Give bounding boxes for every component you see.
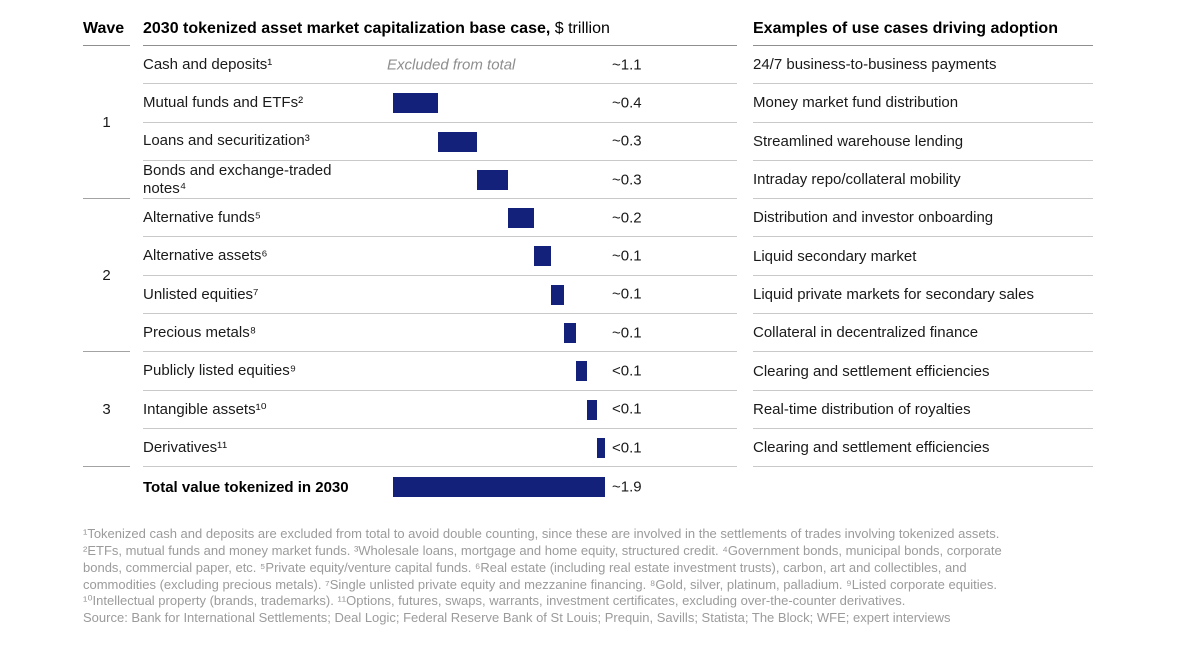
use-case-label: Liquid private markets for secondary sal… (753, 285, 1034, 303)
market-cap-title: 2030 tokenized asset market capitalizati… (143, 20, 551, 37)
use-cases-column: Examples of use cases driving adoption 2… (753, 20, 1093, 468)
use-case-row: Distribution and investor onboarding (753, 199, 1093, 238)
use-case-row: Real-time distribution of royalties (753, 391, 1093, 429)
wave-group-3: 3 (83, 352, 130, 468)
footnote-line: bonds, commercial paper, etc. ⁵Private e… (83, 559, 967, 575)
asset-category-label: Unlisted equities⁷ (143, 285, 259, 303)
footnote-line: ¹⁰Intellectual property (brands, tradema… (83, 593, 906, 609)
waterfall-bar (534, 246, 551, 267)
use-case-row: Clearing and settlement efficiencies (753, 352, 1093, 391)
total-bar (393, 477, 605, 498)
asset-category-label: Publicly listed equities⁹ (143, 362, 297, 380)
use-case-row: 24/7 business-to-business payments (753, 46, 1093, 85)
wave-group-2: 2 (83, 199, 130, 353)
footnote-line: commodities (excluding precious metals).… (83, 576, 997, 592)
use-case-label: Liquid secondary market (753, 247, 917, 265)
use-case-row: Liquid secondary market (753, 237, 1093, 276)
exhibit-table: Wave 1 2 3 2030 tokenized asset market cap… (83, 20, 1093, 507)
excluded-from-total-note: Excluded from total (387, 56, 516, 74)
source-line: Source: Bank for International Settlemen… (83, 610, 951, 626)
use-case-row: Clearing and settlement efficiencies (753, 429, 1093, 468)
wave-groups: 1 2 3 (83, 46, 130, 468)
asset-category-label: Cash and deposits¹ (143, 55, 273, 73)
market-cap-row: Unlisted equities⁷ ~0.1 (143, 276, 737, 315)
asset-value: ~0.1 (612, 324, 642, 342)
footnote-line: ¹Tokenized cash and deposits are exclude… (83, 526, 1000, 542)
use-case-label: 24/7 business-to-business payments (753, 56, 997, 74)
asset-category-label: Derivatives¹¹ (143, 438, 228, 456)
total-row: Total value tokenized in 2030 ~1.9 (143, 467, 737, 507)
asset-category-label: Bonds and exchange-traded notes⁴ (143, 162, 332, 197)
use-case-row: Intraday repo/collateral mobility (753, 161, 1093, 200)
asset-value: <0.1 (612, 362, 642, 380)
use-case-row: Streamlined warehouse lending (753, 123, 1093, 161)
waterfall-bar (575, 361, 587, 382)
use-case-row: Collateral in decentralized finance (753, 314, 1093, 353)
wave-column: Wave 1 2 3 (83, 20, 130, 468)
asset-category-label: Mutual funds and ETFs² (143, 94, 304, 112)
wave-number: 1 (102, 113, 111, 131)
use-case-label: Money market fund distribution (753, 94, 959, 112)
asset-value: ~0.3 (612, 171, 642, 189)
market-cap-row: Cash and deposits¹ Excluded from total ~1.… (143, 46, 737, 85)
waterfall-bar (586, 399, 597, 420)
market-cap-rows: Cash and deposits¹ Excluded from total ~1.… (143, 46, 737, 468)
wave-number: 3 (102, 400, 111, 418)
market-cap-row: Alternative funds⁵ ~0.2 (143, 199, 737, 238)
market-cap-row: Derivatives¹¹ <0.1 (143, 429, 737, 468)
asset-category-label: Intangible assets¹⁰ (143, 400, 267, 418)
use-case-row: Liquid private markets for secondary sal… (753, 276, 1093, 315)
market-cap-column: 2030 tokenized asset market capitalizati… (143, 20, 737, 507)
asset-category-label: Alternative funds⁵ (143, 209, 261, 227)
use-case-label: Real-time distribution of royalties (753, 400, 971, 418)
market-cap-row: Publicly listed equities⁹ <0.1 (143, 352, 737, 391)
asset-value: ~1.1 (612, 56, 642, 74)
wave-group-1: 1 (83, 46, 130, 200)
asset-category-label: Alternative assets⁶ (143, 247, 268, 265)
wave-number: 2 (102, 266, 111, 284)
waterfall-bar (477, 169, 509, 190)
market-cap-row: Mutual funds and ETFs² ~0.4 (143, 84, 737, 123)
waterfall-bar (437, 131, 477, 152)
asset-value: <0.1 (612, 439, 642, 457)
total-value: ~1.9 (612, 478, 642, 496)
waterfall-bar (596, 437, 605, 458)
asset-value: ~0.4 (612, 94, 642, 112)
market-cap-row: Intangible assets¹⁰ <0.1 (143, 391, 737, 429)
use-cases-rows: 24/7 business-to-business payments Money … (753, 46, 1093, 468)
asset-value: ~0.3 (612, 132, 642, 150)
use-case-label: Distribution and investor onboarding (753, 209, 994, 227)
use-case-row: Money market fund distribution (753, 84, 1093, 123)
waterfall-bar (508, 208, 535, 229)
waterfall-bar (564, 323, 576, 344)
use-case-label: Intraday repo/collateral mobility (753, 171, 961, 189)
asset-value: ~0.1 (612, 247, 642, 265)
market-cap-column-header: 2030 tokenized asset market capitalizati… (143, 20, 737, 46)
asset-value: ~0.2 (612, 209, 642, 227)
use-case-label: Streamlined warehouse lending (753, 132, 964, 150)
asset-category-label: Precious metals⁸ (143, 323, 257, 341)
asset-value: ~0.1 (612, 285, 642, 303)
footnote-line: ²ETFs, mutual funds and money market fun… (83, 543, 1002, 559)
asset-value: <0.1 (612, 400, 642, 418)
total-label: Total value tokenized in 2030 (143, 478, 349, 496)
market-cap-row: Bonds and exchange-traded notes⁴ ~0.3 (143, 161, 737, 200)
footnotes: ¹Tokenized cash and deposits are exclude… (0, 507, 1186, 627)
waterfall-bar (550, 284, 565, 305)
waterfall-bar (393, 93, 438, 114)
market-cap-row: Precious metals⁸ ~0.1 (143, 314, 737, 353)
market-cap-unit: $ trillion (554, 20, 610, 37)
wave-column-header: Wave (83, 20, 130, 46)
use-case-label: Clearing and settlement efficiencies (753, 439, 990, 457)
market-cap-row: Alternative assets⁶ ~0.1 (143, 237, 737, 276)
market-cap-row: Loans and securitization³ ~0.3 (143, 123, 737, 161)
asset-category-label: Loans and securitization³ (143, 132, 310, 150)
use-cases-column-header: Examples of use cases driving adoption (753, 20, 1093, 46)
use-case-label: Clearing and settlement efficiencies (753, 362, 990, 380)
use-case-label: Collateral in decentralized finance (753, 324, 979, 342)
